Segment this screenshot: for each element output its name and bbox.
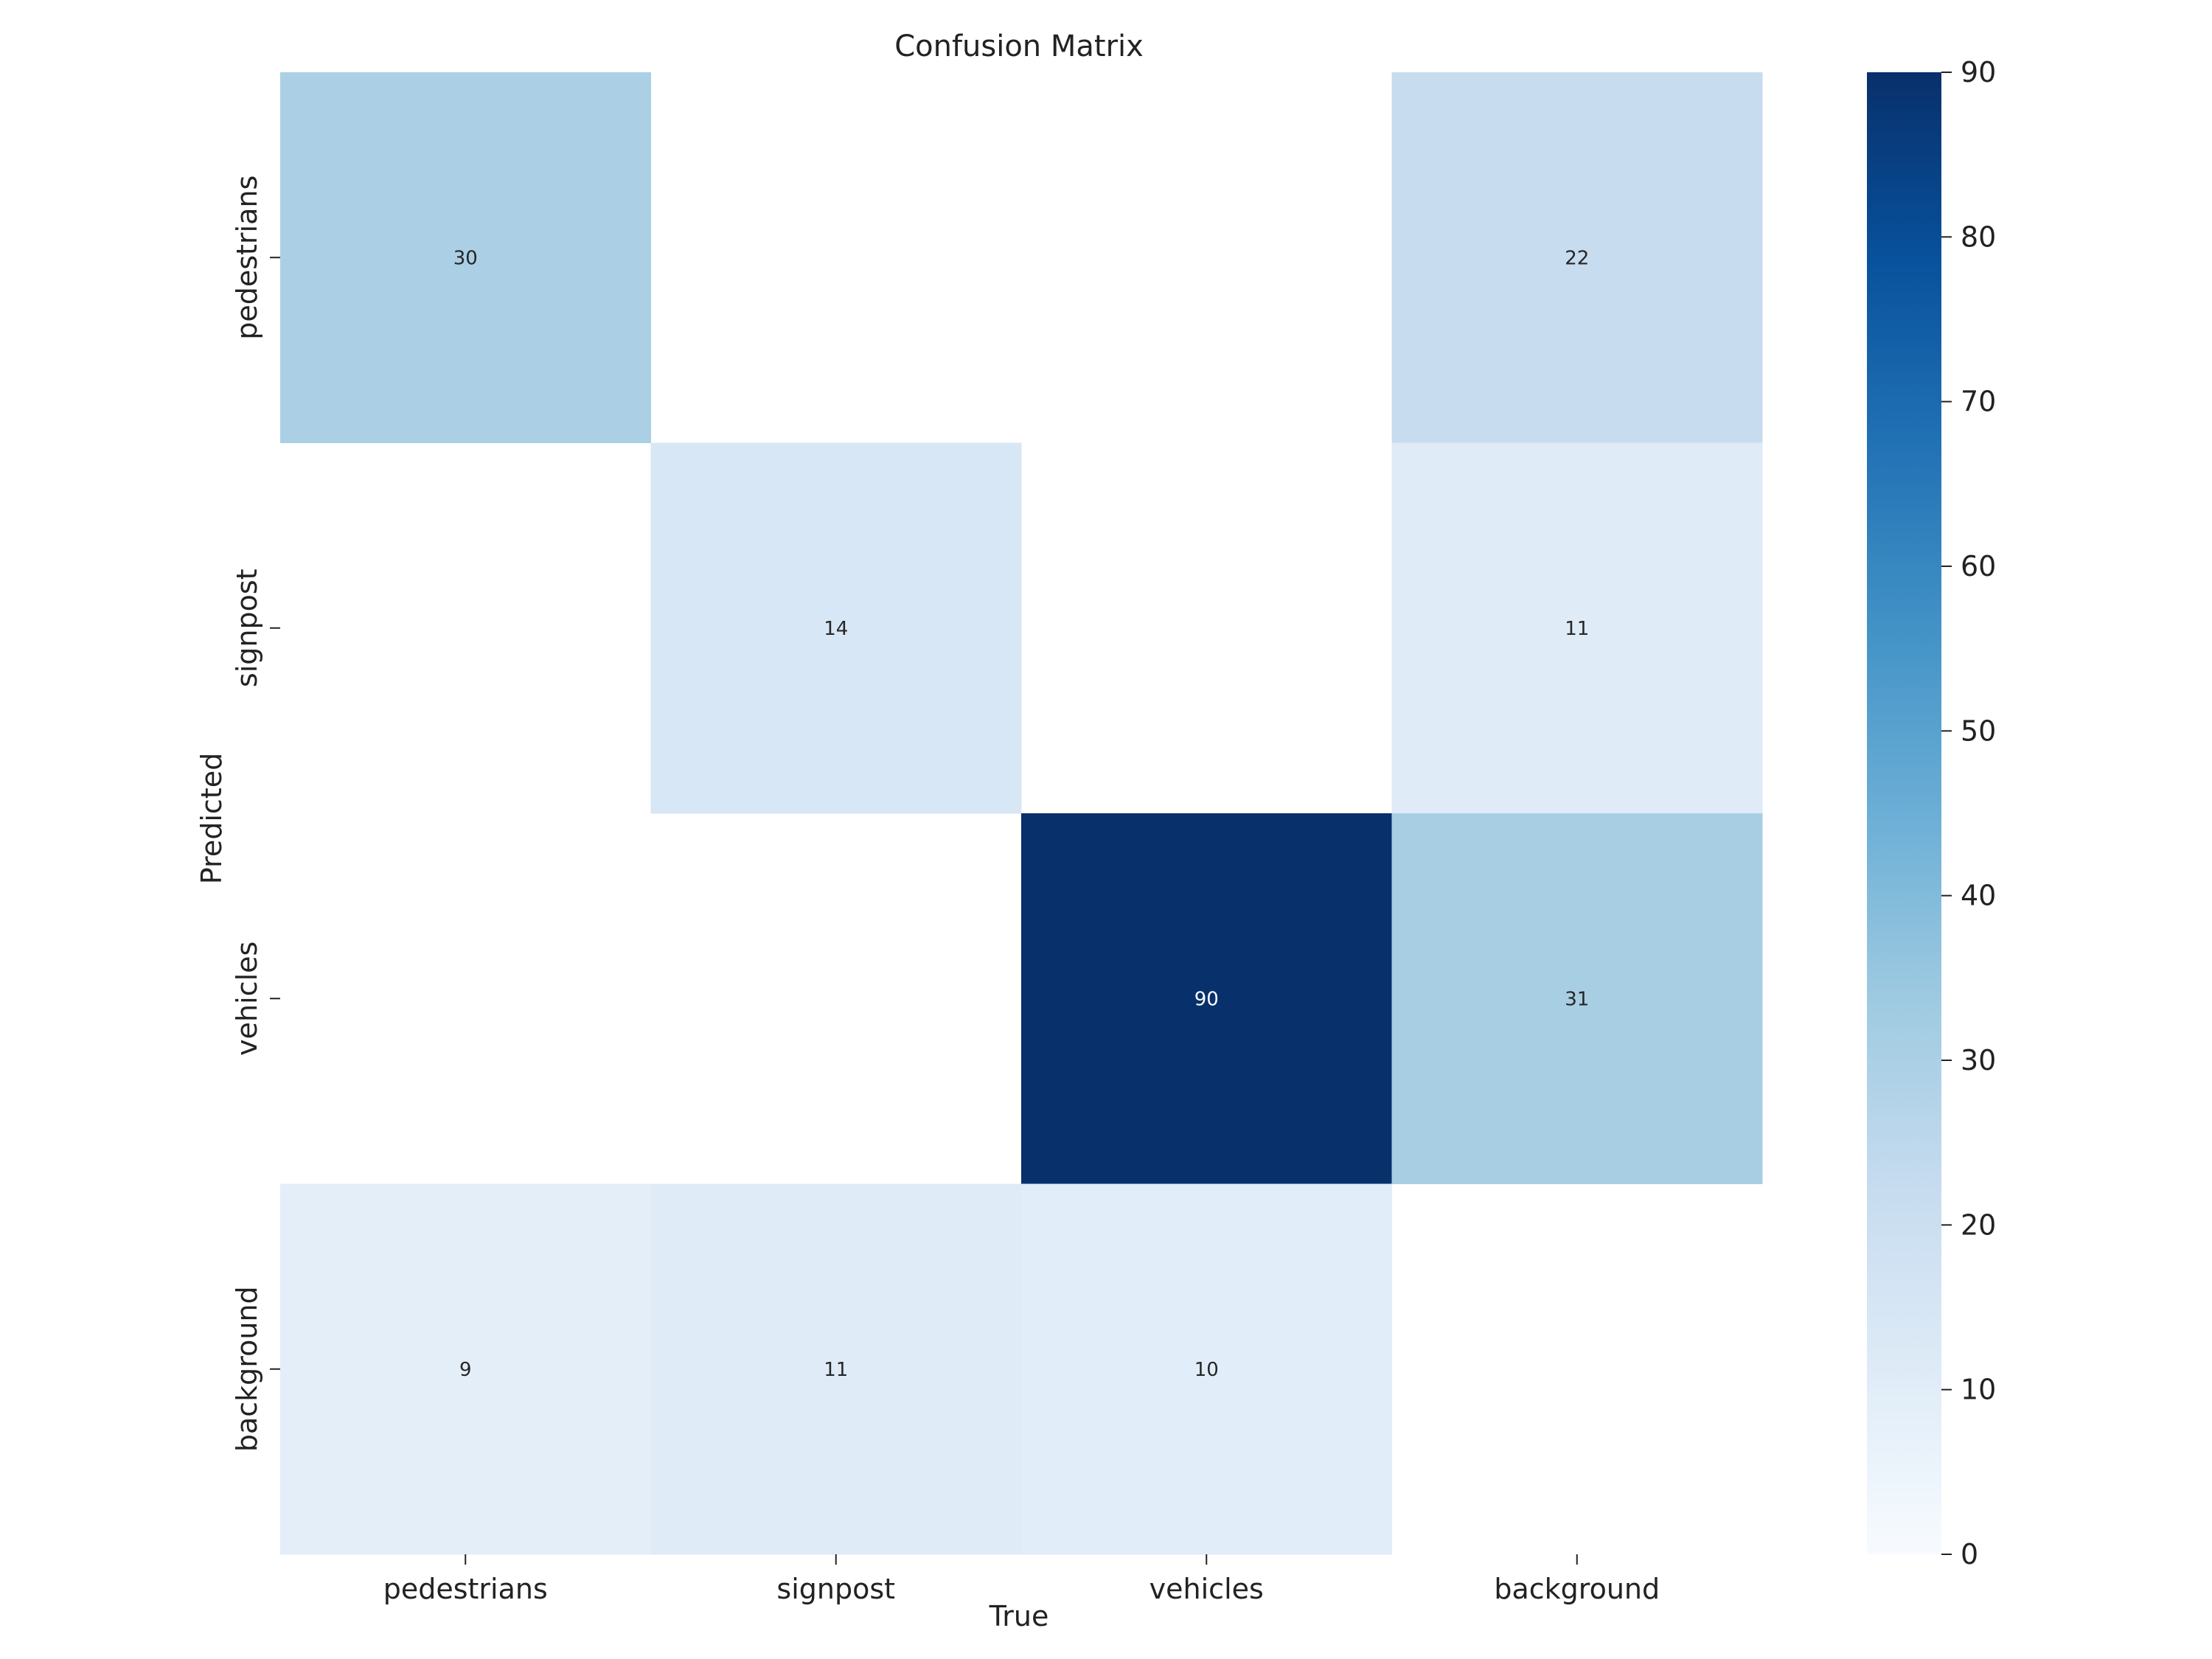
cell-value-label: 14 <box>824 618 848 640</box>
colorbar-tick-label: 10 <box>1961 1374 1996 1406</box>
cell-value-label: 30 <box>453 247 478 269</box>
x-tick-label: background <box>1494 1573 1660 1605</box>
x-tick-label: signpost <box>776 1573 895 1605</box>
heatmap-cells <box>280 72 1763 1555</box>
x-axis-ticks: pedestrians signpost vehicles background <box>383 1554 1660 1605</box>
y-tick-label: pedestrians <box>231 175 263 340</box>
heatmap-cell <box>1391 813 1763 1184</box>
x-tick-label: vehicles <box>1150 1573 1264 1605</box>
heatmap-cell-labels: 30 22 14 11 90 31 9 11 10 <box>453 247 1590 1381</box>
heatmap-cell <box>650 442 1022 814</box>
cell-value-label: 22 <box>1565 247 1589 269</box>
heatmap-cell <box>280 72 651 443</box>
cell-value-label: 9 <box>459 1359 472 1381</box>
colorbar-tick-label: 50 <box>1961 714 1996 747</box>
colorbar <box>1867 72 1941 1554</box>
heatmap-cell <box>1021 813 1392 1184</box>
cell-value-label: 31 <box>1565 988 1589 1010</box>
colorbar-tick-label: 20 <box>1961 1208 1996 1241</box>
y-tick-label: vehicles <box>231 942 263 1056</box>
cell-value-label: 11 <box>824 1359 848 1381</box>
heatmap-cell <box>1021 1183 1392 1555</box>
y-tick-label: background <box>231 1286 263 1452</box>
cell-value-label: 10 <box>1194 1359 1219 1381</box>
colorbar-tick-label: 80 <box>1961 220 1996 253</box>
y-axis-label: Predicted <box>195 753 228 884</box>
cell-value-label: 90 <box>1194 988 1219 1010</box>
colorbar-tick-label: 30 <box>1961 1044 1996 1077</box>
heatmap-cell <box>280 1183 651 1555</box>
colorbar-tick-label: 40 <box>1961 880 1996 912</box>
colorbar-tick-label: 70 <box>1961 386 1996 418</box>
y-tick-label: signpost <box>231 568 263 687</box>
heatmap-cell <box>1391 442 1763 814</box>
colorbar-ticks: 0 10 20 30 40 50 60 70 80 90 <box>1941 56 1996 1571</box>
x-tick-label: pedestrians <box>383 1573 548 1605</box>
colorbar-tick-label: 60 <box>1961 550 1996 582</box>
heatmap-cell <box>650 1183 1022 1555</box>
chart-title: Confusion Matrix <box>894 29 1144 63</box>
x-axis-label: True <box>989 1600 1049 1632</box>
cell-value-label: 11 <box>1565 618 1589 640</box>
heatmap-cell <box>1391 72 1763 443</box>
colorbar-tick-label: 0 <box>1961 1538 1978 1571</box>
colorbar-tick-label: 90 <box>1961 56 1996 88</box>
y-axis-ticks: pedestrians signpost vehicles background <box>231 175 280 1452</box>
